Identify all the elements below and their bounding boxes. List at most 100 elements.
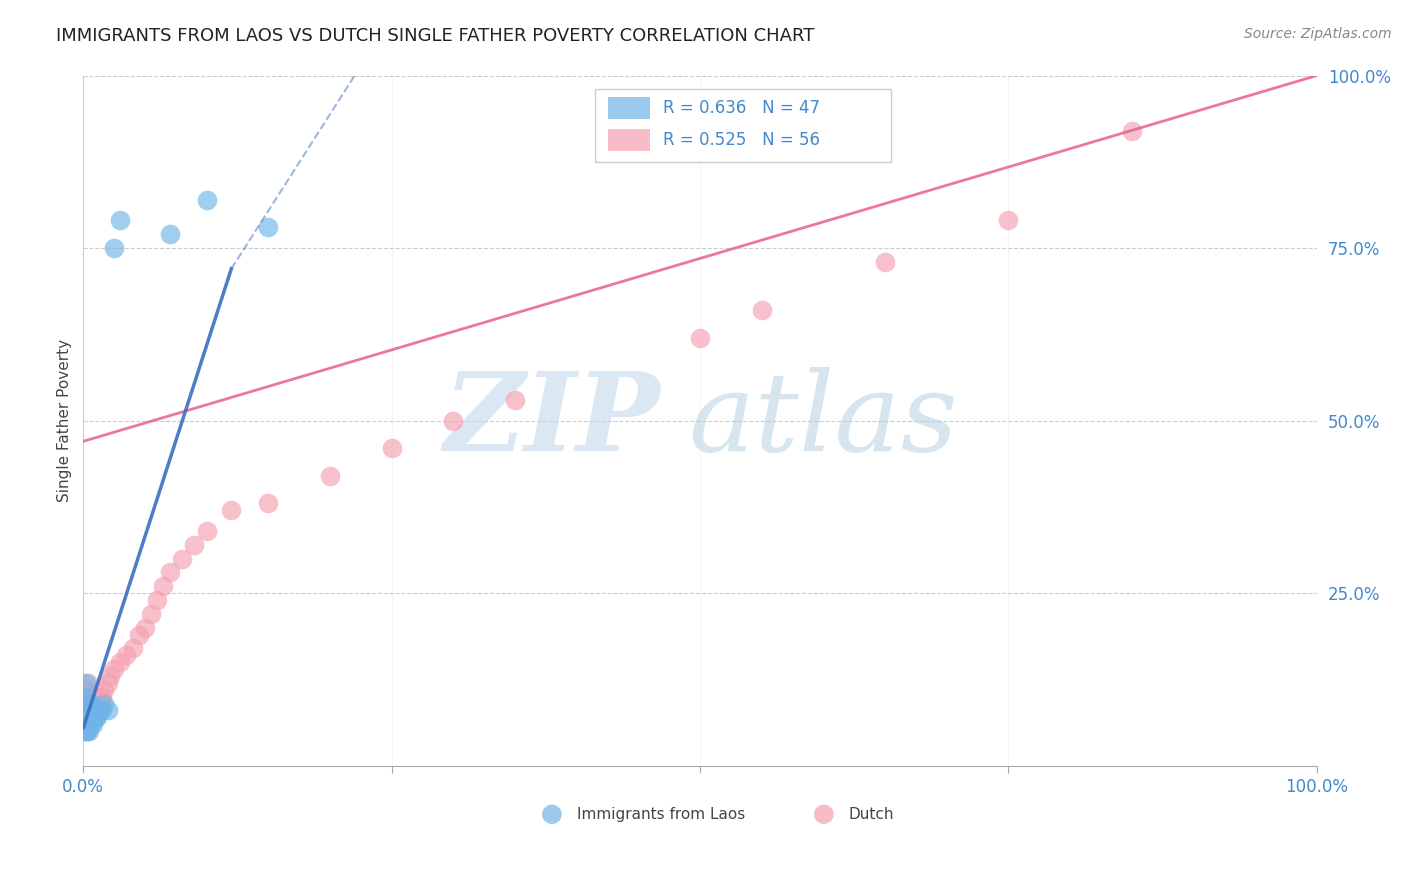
Text: Dutch: Dutch: [848, 806, 894, 822]
Point: [121, 641, 143, 656]
Point: [84, 704, 107, 718]
Point: [80, 710, 103, 724]
Point: [83, 690, 105, 704]
Point: [76, 717, 98, 731]
Text: ⬤: ⬤: [813, 805, 834, 823]
Point: [128, 627, 150, 641]
Point: [87, 704, 110, 718]
Point: [76, 682, 98, 697]
Point: [100, 669, 122, 683]
Text: IMMIGRANTS FROM LAOS VS DUTCH SINGLE FATHER POVERTY CORRELATION CHART: IMMIGRANTS FROM LAOS VS DUTCH SINGLE FAT…: [56, 27, 814, 45]
Point: [73, 724, 96, 739]
Point: [134, 621, 156, 635]
Point: [159, 566, 181, 580]
Point: [97, 676, 120, 690]
Point: [77, 710, 100, 724]
Point: [76, 697, 98, 711]
Point: [170, 551, 193, 566]
Point: [73, 717, 96, 731]
Point: [75, 676, 97, 690]
Point: [80, 697, 103, 711]
Text: Immigrants from Laos: Immigrants from Laos: [576, 806, 745, 822]
Point: [87, 697, 110, 711]
Point: [319, 468, 342, 483]
Point: [89, 690, 111, 704]
Point: [84, 697, 107, 711]
Point: [84, 704, 107, 718]
Point: [90, 704, 112, 718]
Point: [77, 676, 100, 690]
Bar: [607, 129, 650, 152]
Point: [89, 704, 111, 718]
Point: [80, 704, 103, 718]
Point: [79, 710, 101, 724]
Point: [80, 710, 103, 724]
Point: [76, 710, 98, 724]
Point: [115, 648, 138, 663]
Point: [77, 717, 100, 731]
Point: [997, 213, 1019, 227]
Point: [79, 704, 101, 718]
Point: [79, 690, 101, 704]
Point: [110, 213, 132, 227]
Point: [90, 690, 112, 704]
FancyBboxPatch shape: [595, 89, 891, 161]
Point: [80, 697, 103, 711]
Point: [75, 724, 97, 739]
Point: [76, 704, 98, 718]
Point: [79, 724, 101, 739]
Point: [97, 704, 120, 718]
Point: [75, 690, 97, 704]
Point: [86, 710, 108, 724]
Point: [82, 717, 104, 731]
Point: [257, 220, 280, 235]
Point: [79, 697, 101, 711]
Point: [73, 697, 96, 711]
Point: [1121, 124, 1143, 138]
Point: [93, 697, 115, 711]
Point: [73, 704, 96, 718]
Point: [80, 697, 103, 711]
Point: [103, 241, 125, 255]
Point: [751, 303, 773, 318]
Point: [152, 579, 174, 593]
Point: [159, 227, 181, 242]
Point: [75, 690, 97, 704]
Point: [77, 704, 100, 718]
Point: [80, 690, 103, 704]
Point: [86, 697, 108, 711]
Point: [80, 717, 103, 731]
Text: R = 0.525   N = 56: R = 0.525 N = 56: [664, 131, 820, 149]
Point: [84, 710, 107, 724]
Y-axis label: Single Father Poverty: Single Father Poverty: [58, 339, 72, 502]
Point: [503, 392, 526, 407]
Point: [77, 697, 100, 711]
Point: [76, 724, 98, 739]
Point: [221, 503, 243, 517]
Point: [82, 704, 104, 718]
Point: [875, 255, 897, 269]
Text: ⬤: ⬤: [541, 805, 562, 823]
Point: [381, 441, 404, 455]
Point: [195, 524, 218, 538]
Point: [73, 697, 96, 711]
Point: [80, 690, 103, 704]
Bar: [607, 97, 650, 119]
Point: [77, 697, 100, 711]
Point: [83, 710, 105, 724]
Point: [195, 193, 218, 207]
Point: [93, 682, 115, 697]
Point: [689, 331, 711, 345]
Point: [77, 710, 100, 724]
Text: R = 0.636   N = 47: R = 0.636 N = 47: [664, 99, 820, 117]
Point: [80, 710, 103, 724]
Point: [441, 414, 464, 428]
Point: [79, 717, 101, 731]
Point: [73, 710, 96, 724]
Point: [83, 704, 105, 718]
Point: [90, 690, 112, 704]
Point: [73, 710, 96, 724]
Point: [139, 607, 162, 621]
Point: [183, 538, 205, 552]
Point: [103, 662, 125, 676]
